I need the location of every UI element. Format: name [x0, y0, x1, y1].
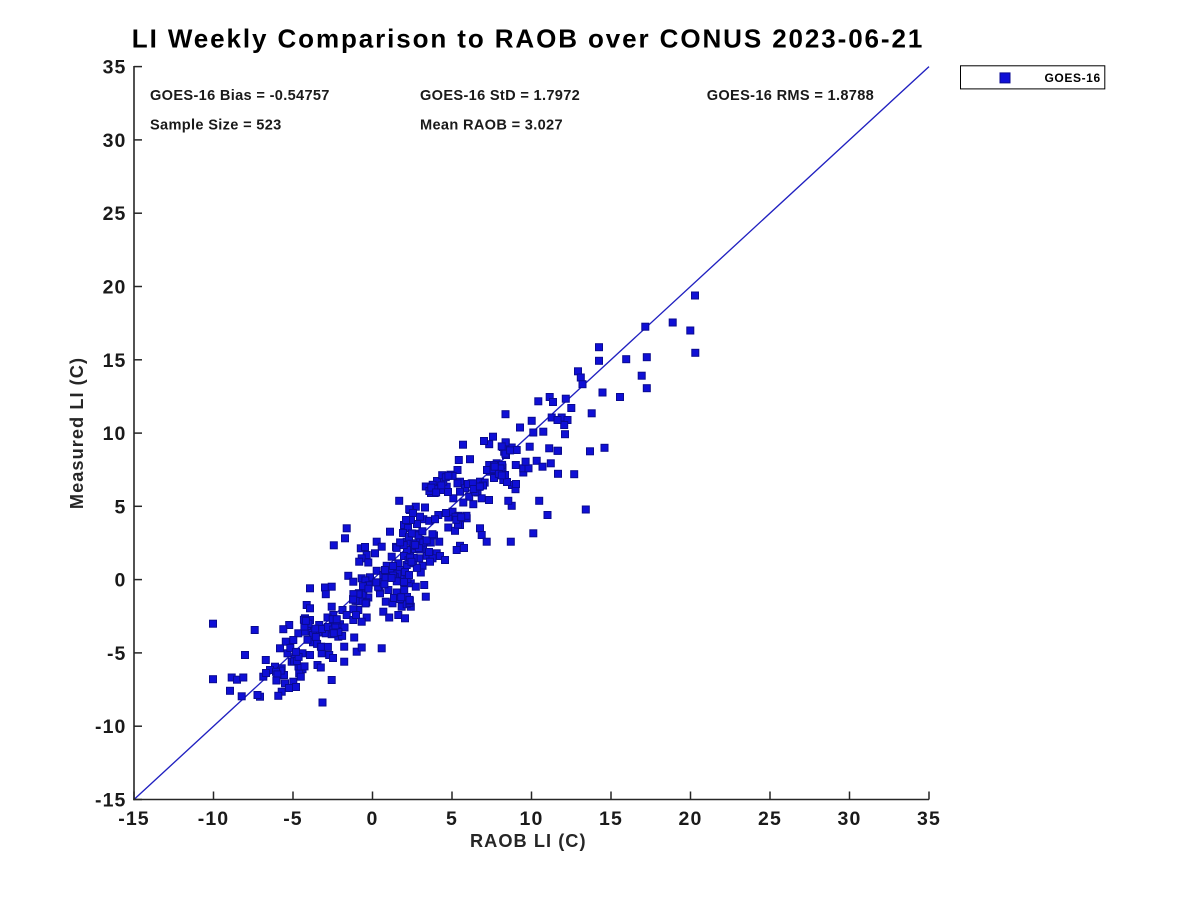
svg-text:25: 25: [103, 203, 127, 225]
svg-text:GOES-16 RMS = 1.8788: GOES-16 RMS = 1.8788: [707, 88, 874, 104]
svg-text:20: 20: [103, 277, 127, 299]
svg-text:RAOB LI (C): RAOB LI (C): [470, 831, 587, 851]
svg-text:-10: -10: [95, 716, 126, 738]
svg-text:Measured LI (C): Measured LI (C): [67, 357, 87, 509]
svg-text:25: 25: [758, 808, 782, 830]
svg-text:15: 15: [599, 808, 623, 830]
svg-text:35: 35: [103, 57, 127, 79]
svg-text:Sample Size = 523: Sample Size = 523: [150, 117, 282, 133]
svg-text:5: 5: [115, 496, 127, 518]
svg-text:20: 20: [679, 808, 703, 830]
svg-text:GOES-16: GOES-16: [1045, 71, 1101, 85]
svg-text:30: 30: [838, 808, 862, 830]
svg-text:LI Weekly Comparison to RAOB o: LI Weekly Comparison to RAOB over CONUS …: [132, 24, 924, 54]
svg-text:-15: -15: [118, 808, 149, 830]
svg-text:GOES-16 StD = 1.7972: GOES-16 StD = 1.7972: [420, 88, 580, 104]
svg-text:5: 5: [446, 808, 458, 830]
svg-text:30: 30: [103, 130, 127, 152]
svg-text:-5: -5: [283, 808, 303, 830]
svg-text:-5: -5: [107, 643, 127, 665]
svg-text:Mean RAOB = 3.027: Mean RAOB = 3.027: [420, 117, 563, 133]
svg-text:-10: -10: [198, 808, 229, 830]
svg-text:0: 0: [367, 808, 379, 830]
svg-text:-15: -15: [95, 790, 126, 812]
svg-text:10: 10: [520, 808, 544, 830]
svg-text:0: 0: [115, 570, 127, 592]
svg-text:GOES-16 Bias = -0.54757: GOES-16 Bias = -0.54757: [150, 88, 330, 104]
svg-text:10: 10: [103, 423, 127, 445]
svg-text:15: 15: [103, 350, 127, 372]
svg-text:35: 35: [917, 808, 941, 830]
